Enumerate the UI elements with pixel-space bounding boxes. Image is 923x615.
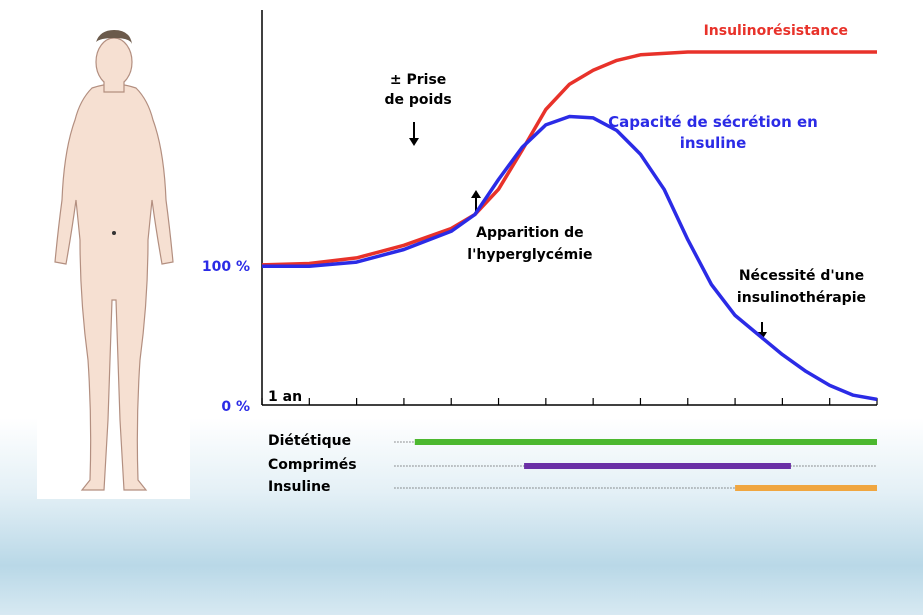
treatment-label: Insuline — [268, 479, 331, 495]
slide: 1 an 0 % 100 % Insulinorésistance ± Prise de… — [0, 0, 923, 615]
series-label: Insulinorésistance — [704, 23, 848, 39]
annotation: l'hyperglycémie — [467, 247, 592, 263]
treatment-bar — [524, 463, 791, 469]
treatment-label: Diététique — [268, 433, 351, 449]
annotation: de poids — [385, 92, 452, 108]
arrows — [409, 122, 767, 340]
annotation: Nécessité d'une — [739, 268, 864, 284]
chart: 1 an 0 % 100 % Insulinorésistance ± Prise de… — [0, 0, 923, 615]
annotation: ± Prise — [390, 72, 446, 88]
x-start-label: 1 an — [268, 389, 302, 405]
y-tick-label: 0 % — [221, 399, 250, 415]
treatment-bar — [415, 439, 877, 445]
y-tick-label: 100 % — [202, 259, 250, 275]
treatment-label: Comprimés — [268, 457, 357, 473]
annotation: insulinothérapie — [737, 290, 866, 306]
treatment-bar — [735, 485, 877, 491]
annotation: Apparition de — [476, 225, 584, 241]
series-label: Capacité de sécrétion en insuline — [600, 112, 826, 154]
human-figure — [37, 22, 190, 499]
